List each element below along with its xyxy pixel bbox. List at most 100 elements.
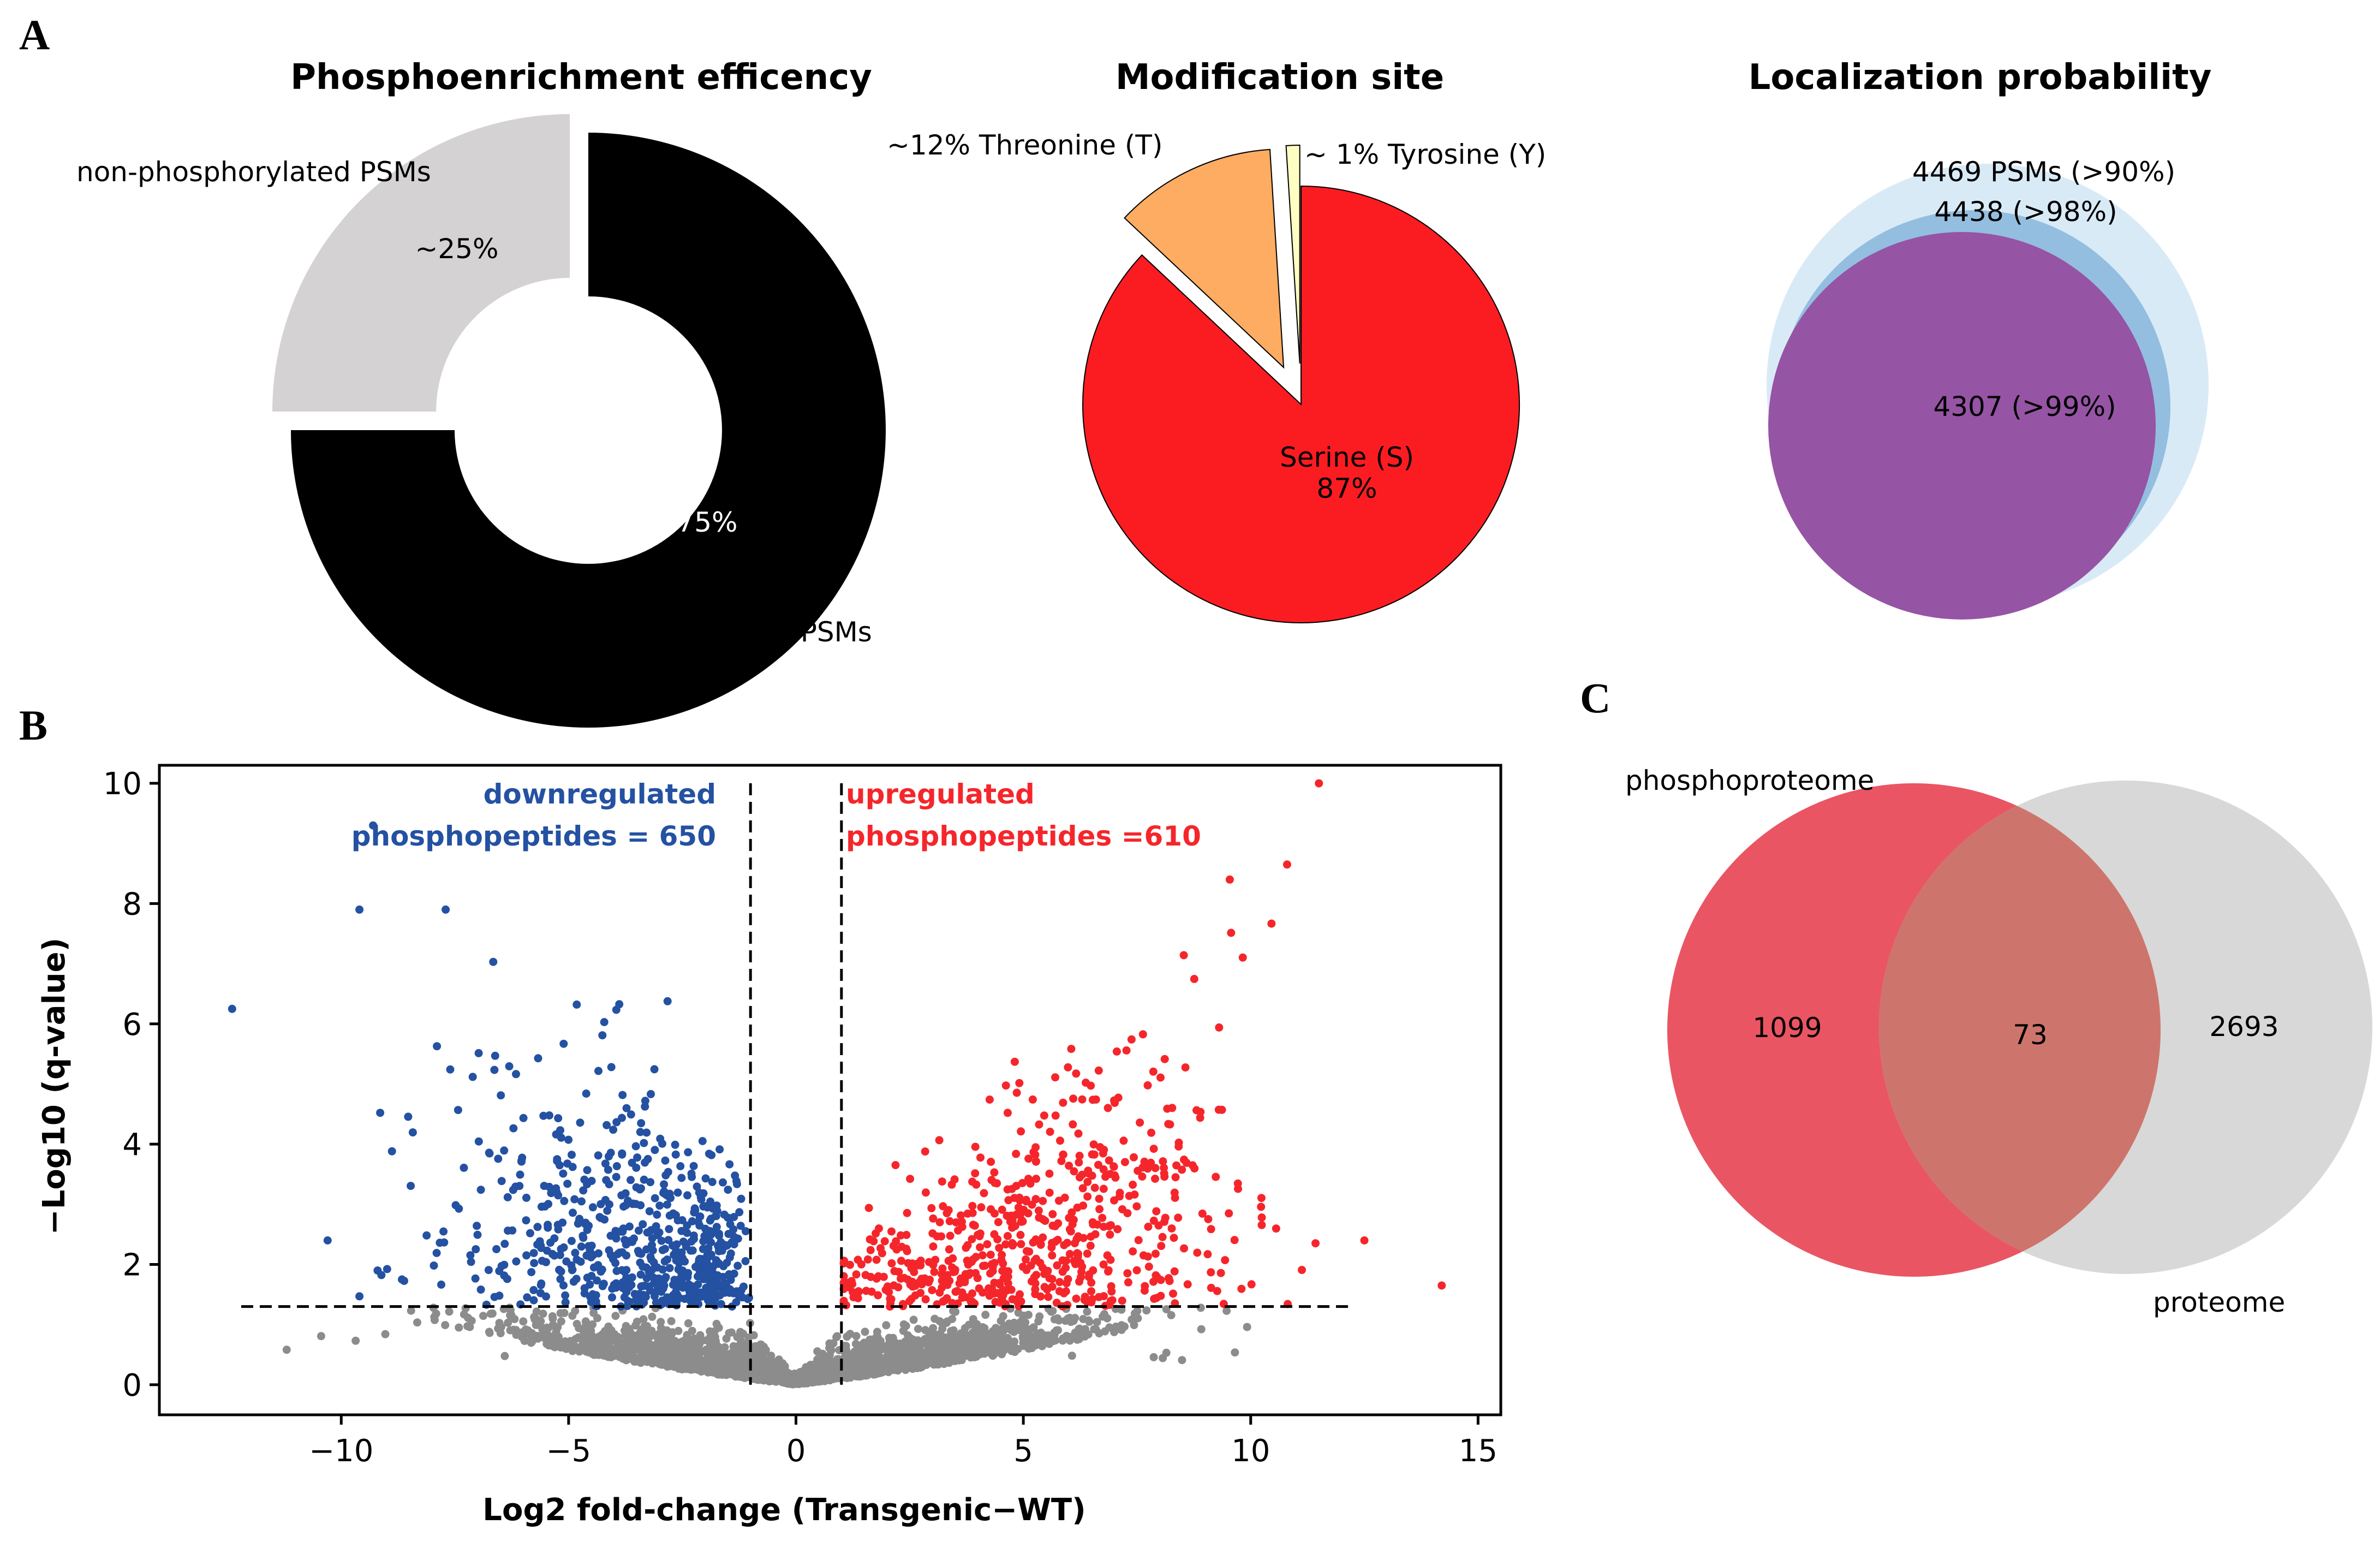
y-tick-label: 6 bbox=[122, 1007, 142, 1043]
venn-phospho-vs-proteome: phosphoproteome proteome 1099 73 2693 bbox=[1625, 765, 2372, 1318]
volcano-point-up-352 bbox=[1161, 1055, 1169, 1063]
volcano-point-ns-2388 bbox=[767, 1352, 775, 1360]
volcano-point-down-422 bbox=[661, 1257, 669, 1265]
volcano-point-down-601 bbox=[541, 1202, 549, 1211]
volcano-point-down-556 bbox=[726, 1220, 735, 1228]
volcano-point-up-273 bbox=[1149, 1068, 1158, 1076]
volcano-point-down-522 bbox=[498, 1177, 506, 1185]
volcano-point-down-338 bbox=[505, 1062, 514, 1070]
volcano-point-down-221 bbox=[520, 1114, 528, 1122]
volcano-point-down-50 bbox=[664, 1168, 672, 1176]
x-tick-label: 15 bbox=[1459, 1433, 1498, 1469]
volcano-point-down-492 bbox=[355, 1292, 363, 1300]
volcano-point-up-584 bbox=[944, 1281, 952, 1289]
volcano-point-down-480 bbox=[632, 1200, 640, 1208]
volcano-point-ns-1867 bbox=[981, 1311, 989, 1319]
volcano-point-down-586 bbox=[508, 1227, 516, 1235]
volcano-point-down-537 bbox=[690, 1162, 698, 1170]
volcano-point-down-234 bbox=[666, 1264, 674, 1272]
volcano-point-ns-1967 bbox=[684, 1319, 693, 1327]
volcano-point-ns-975 bbox=[1150, 1353, 1158, 1361]
volcano-point-ns-254 bbox=[1231, 1348, 1239, 1356]
volcano-point-ns-2394 bbox=[1021, 1318, 1029, 1326]
volcano-point-up-511 bbox=[1016, 1196, 1024, 1205]
volcano-point-down-487 bbox=[485, 1266, 493, 1274]
volcano-point-down-312 bbox=[522, 1216, 530, 1224]
volcano-point-ns-1617 bbox=[775, 1355, 783, 1364]
volcano-point-up-461 bbox=[980, 1189, 988, 1197]
volcano-point-up-472 bbox=[1227, 929, 1235, 937]
volcano-point-up-416 bbox=[967, 1297, 975, 1306]
volcano-point-down-207 bbox=[550, 1234, 558, 1242]
volcano-point-down-68 bbox=[563, 1180, 571, 1188]
volcano-point-down-183 bbox=[512, 1070, 520, 1078]
volcano-point-up-539 bbox=[1198, 1210, 1207, 1218]
volcano-point-up-454 bbox=[1141, 1282, 1149, 1290]
volcano-point-ns-2380 bbox=[861, 1359, 869, 1367]
volcano-point-ns-2271 bbox=[651, 1344, 659, 1353]
volcano-point-ns-1289 bbox=[910, 1315, 918, 1324]
volcano-point-ns-1754 bbox=[560, 1309, 569, 1317]
label-over-98: 4438 (>98%) bbox=[1934, 196, 2117, 228]
volcano-point-down-502 bbox=[598, 1031, 606, 1039]
volcano-point-ns-2311 bbox=[875, 1342, 884, 1350]
volcano-point-down-292 bbox=[597, 1267, 605, 1276]
volcano-point-down-631 bbox=[666, 1190, 674, 1198]
volcano-point-up-379 bbox=[1035, 1206, 1043, 1214]
volcano-point-down-437 bbox=[719, 1262, 727, 1270]
volcano-point-down-notable-0 bbox=[228, 1005, 236, 1013]
volcano-point-down-139 bbox=[640, 1139, 648, 1147]
volcano-point-down-472 bbox=[632, 1164, 640, 1172]
volcano-point-up-347 bbox=[1157, 1242, 1165, 1250]
volcano-point-up-77 bbox=[945, 1245, 953, 1253]
volcano-point-down-289 bbox=[612, 1173, 621, 1181]
volcano-point-up-139 bbox=[976, 1153, 985, 1162]
volcano-point-down-627 bbox=[705, 1261, 713, 1270]
volcano-point-down-223 bbox=[562, 1298, 570, 1306]
volcano-point-up-512 bbox=[1081, 1293, 1089, 1301]
volcano-point-ns-704 bbox=[1083, 1308, 1091, 1316]
volcano-point-down-305 bbox=[648, 1241, 656, 1249]
volcano-point-ns-2329 bbox=[603, 1350, 611, 1358]
volcano-point-ns-2386 bbox=[1001, 1343, 1010, 1351]
volcano-point-down-309 bbox=[534, 1054, 542, 1062]
volcano-point-up-559 bbox=[1207, 1268, 1215, 1276]
volcano-point-up-414 bbox=[928, 1286, 936, 1294]
volcano-point-up-27 bbox=[1063, 1239, 1071, 1247]
volcano-point-up-146 bbox=[1130, 1153, 1138, 1162]
volcano-point-up-270 bbox=[1215, 1106, 1223, 1114]
volcano-point-up-292 bbox=[1098, 1214, 1106, 1222]
volcano-point-up-332 bbox=[987, 1205, 995, 1213]
volcano-point-up-389 bbox=[1111, 1174, 1119, 1182]
volcano-point-up-459 bbox=[1004, 1196, 1012, 1204]
volcano-point-down-571 bbox=[685, 1296, 694, 1304]
volcano-point-up-527 bbox=[930, 1268, 938, 1276]
volcano-point-down-454 bbox=[455, 1205, 463, 1213]
volcano-point-ns-2376 bbox=[742, 1360, 750, 1368]
volcano-point-up-303 bbox=[979, 1251, 987, 1259]
volcano-point-ns-2262 bbox=[494, 1324, 502, 1332]
volcano-point-down-290 bbox=[433, 1042, 441, 1050]
volcano-point-ns-2331 bbox=[637, 1325, 646, 1333]
volcano-point-down-590 bbox=[704, 1244, 712, 1252]
volcano-point-down-137 bbox=[527, 1268, 535, 1276]
volcano-point-up-79 bbox=[1152, 1207, 1160, 1216]
volcano-point-down-595 bbox=[568, 1237, 576, 1245]
volcano-point-up-605 bbox=[854, 1288, 862, 1296]
volcano-point-ns-658 bbox=[506, 1326, 515, 1335]
volcano-point-ns-2395 bbox=[915, 1354, 923, 1362]
volcano-point-down-88 bbox=[637, 1271, 645, 1279]
volcano-point-ns-1522 bbox=[1079, 1315, 1087, 1323]
volcano-point-ns-2019 bbox=[852, 1332, 861, 1340]
volcano-point-up-191 bbox=[1082, 1079, 1090, 1087]
volcano-point-up-209 bbox=[1075, 1129, 1083, 1138]
volcano-point-down-564 bbox=[637, 1184, 645, 1193]
volcano-point-ns-2317 bbox=[681, 1336, 689, 1344]
volcano-point-down-47 bbox=[661, 1157, 670, 1165]
volcano-point-down-563 bbox=[644, 1155, 652, 1163]
volcano-point-up-137 bbox=[1016, 1231, 1024, 1239]
volcano-point-up-591 bbox=[1036, 1259, 1044, 1267]
donut-label-non-phosphorylated: non-phosphorylated PSMs bbox=[76, 156, 431, 188]
volcano-point-up-324 bbox=[998, 1206, 1006, 1214]
volcano-point-up-342 bbox=[1048, 1283, 1057, 1291]
